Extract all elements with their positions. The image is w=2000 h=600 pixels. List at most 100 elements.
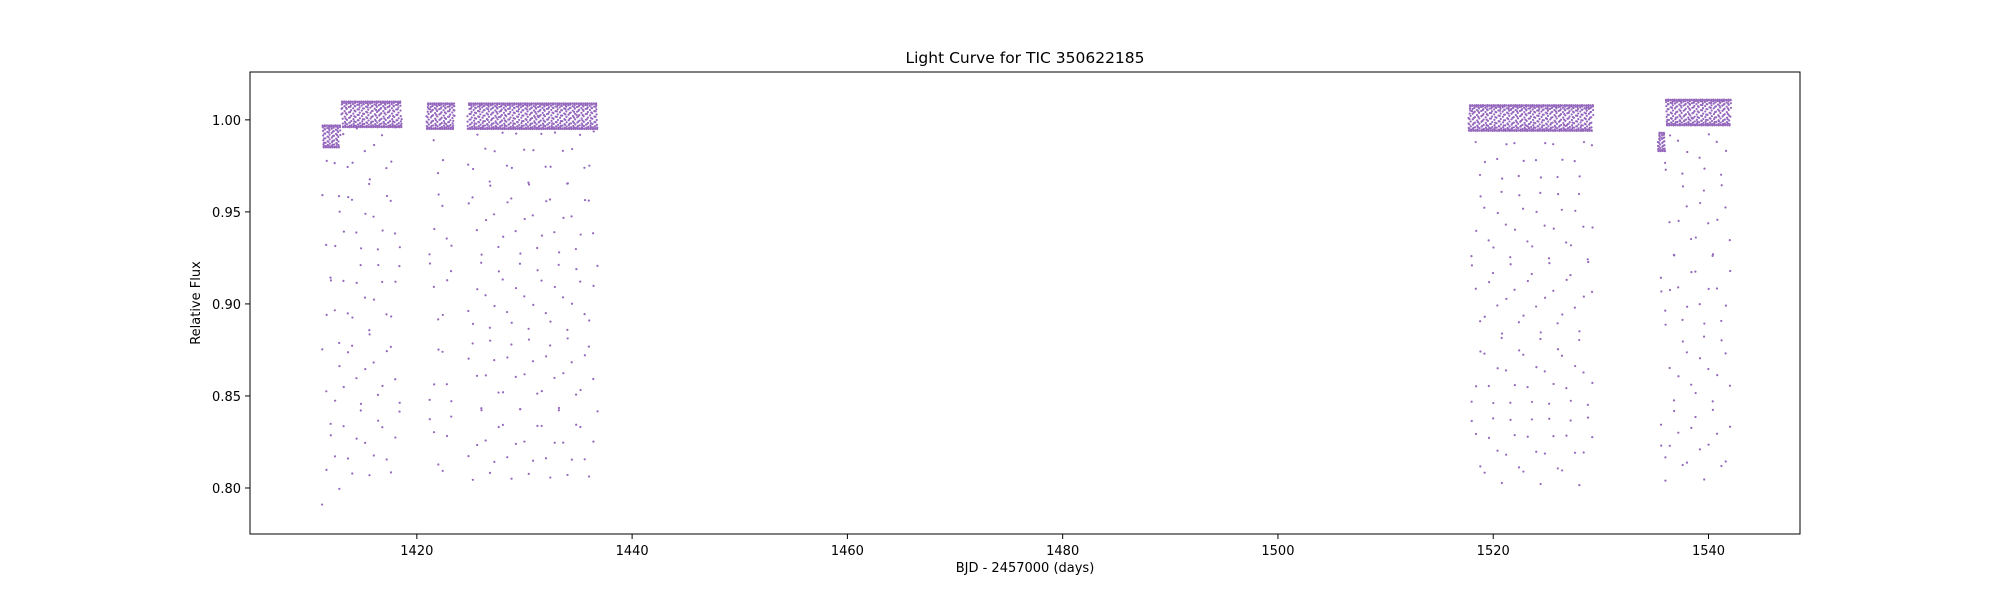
data-point bbox=[1508, 114, 1511, 117]
data-point bbox=[569, 103, 572, 106]
data-point bbox=[470, 125, 474, 128]
data-point bbox=[1660, 444, 1663, 447]
data-point bbox=[553, 231, 556, 234]
data-point bbox=[433, 103, 436, 106]
data-point bbox=[1570, 105, 1573, 108]
data-point bbox=[1500, 190, 1503, 193]
data-point bbox=[1687, 122, 1690, 125]
data-point bbox=[1494, 104, 1498, 107]
data-point bbox=[1720, 339, 1723, 342]
data-point bbox=[390, 160, 393, 163]
data-point bbox=[1528, 111, 1532, 115]
data-point bbox=[1496, 304, 1499, 307]
data-point bbox=[1696, 123, 1699, 126]
data-point bbox=[1658, 137, 1661, 140]
y-tick-label: 0.85 bbox=[212, 390, 241, 405]
data-point bbox=[540, 132, 543, 135]
data-point bbox=[1559, 113, 1563, 116]
data-point bbox=[383, 122, 386, 125]
data-point bbox=[1471, 107, 1474, 111]
data-point bbox=[582, 125, 586, 128]
data-point bbox=[1548, 107, 1552, 111]
data-point bbox=[480, 261, 483, 264]
data-point bbox=[1524, 127, 1527, 130]
data-point bbox=[346, 312, 349, 315]
data-point bbox=[1586, 128, 1589, 131]
data-point bbox=[1513, 142, 1516, 145]
data-point bbox=[368, 474, 371, 477]
data-point bbox=[1665, 104, 1668, 108]
data-point bbox=[444, 117, 448, 121]
data-point bbox=[446, 102, 449, 106]
data-point bbox=[492, 127, 496, 130]
data-point bbox=[450, 103, 454, 106]
data-point bbox=[392, 105, 396, 108]
data-point bbox=[1491, 271, 1495, 275]
data-point bbox=[394, 378, 397, 381]
data-point bbox=[1479, 195, 1482, 198]
data-point bbox=[1667, 113, 1670, 116]
data-point bbox=[1543, 370, 1546, 373]
data-point bbox=[548, 116, 551, 119]
data-point bbox=[1525, 109, 1528, 112]
data-point bbox=[1526, 435, 1529, 438]
data-point bbox=[1663, 147, 1666, 150]
data-point bbox=[1579, 110, 1582, 113]
data-point bbox=[1715, 120, 1718, 123]
data-point bbox=[583, 198, 587, 202]
data-point bbox=[372, 361, 375, 364]
data-point bbox=[1586, 416, 1590, 419]
data-point bbox=[1484, 121, 1487, 125]
data-point bbox=[1499, 104, 1502, 107]
data-point bbox=[552, 103, 555, 106]
data-point bbox=[1507, 117, 1510, 121]
data-point bbox=[376, 124, 379, 128]
data-point bbox=[483, 124, 487, 127]
data-point bbox=[440, 121, 443, 125]
data-point bbox=[1559, 105, 1562, 108]
data-point bbox=[545, 102, 548, 105]
data-point bbox=[517, 104, 520, 107]
data-point bbox=[374, 119, 377, 122]
data-point bbox=[1506, 127, 1510, 130]
data-point bbox=[327, 144, 330, 147]
data-point bbox=[1503, 113, 1507, 116]
data-point bbox=[350, 119, 353, 123]
data-point bbox=[1474, 126, 1477, 129]
data-point bbox=[1504, 119, 1507, 122]
data-point bbox=[379, 102, 383, 105]
data-point bbox=[429, 106, 432, 109]
data-point bbox=[334, 244, 337, 248]
data-point bbox=[1479, 320, 1482, 323]
data-point bbox=[435, 102, 438, 105]
data-point bbox=[1723, 113, 1726, 116]
data-point bbox=[345, 103, 348, 106]
x-tick-label: 1480 bbox=[1046, 544, 1079, 559]
data-point bbox=[526, 110, 529, 113]
data-point bbox=[1517, 466, 1521, 469]
data-point bbox=[1664, 98, 1668, 101]
data-point bbox=[1704, 105, 1707, 108]
data-point bbox=[1723, 107, 1726, 110]
data-point bbox=[1551, 129, 1555, 132]
data-point bbox=[364, 212, 367, 215]
data-point bbox=[501, 391, 505, 394]
data-point bbox=[448, 102, 451, 105]
data-point bbox=[1723, 118, 1726, 121]
data-point bbox=[586, 110, 589, 114]
data-point bbox=[394, 436, 397, 439]
data-point bbox=[381, 384, 384, 388]
data-point bbox=[1501, 115, 1504, 118]
data-point bbox=[1587, 104, 1590, 108]
data-point bbox=[1516, 111, 1519, 114]
data-point bbox=[1535, 450, 1538, 453]
data-point bbox=[1512, 106, 1515, 109]
data-point bbox=[1531, 245, 1534, 248]
data-point bbox=[1474, 287, 1477, 290]
data-point bbox=[379, 100, 382, 103]
data-point bbox=[559, 127, 562, 130]
data-point bbox=[572, 116, 576, 119]
data-point bbox=[356, 103, 359, 106]
data-point bbox=[1473, 110, 1476, 113]
